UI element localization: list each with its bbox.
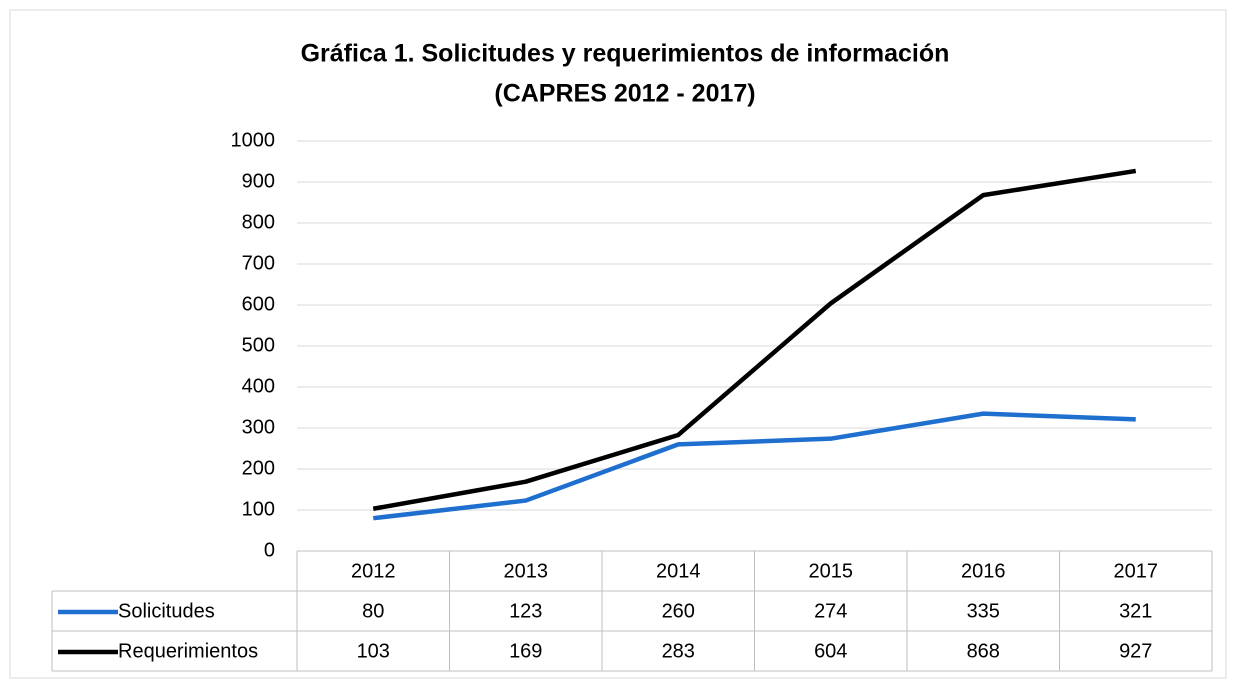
series-line <box>372 411 1136 521</box>
y-tick-label: 500 <box>242 334 275 356</box>
y-tick-label: 0 <box>264 539 275 561</box>
table-value: 123 <box>509 600 542 622</box>
x-tick-label: 2012 <box>351 560 396 582</box>
x-tick-label: 2014 <box>656 560 701 582</box>
x-tick-label: 2016 <box>961 560 1006 582</box>
y-tick-label: 600 <box>242 293 275 315</box>
y-tick-label: 400 <box>242 375 275 397</box>
y-tick-label: 700 <box>242 252 275 274</box>
x-tick-label: 2015 <box>809 560 854 582</box>
chart-border <box>9 9 1227 679</box>
legend-label: Solicitudes <box>118 600 215 622</box>
chart-subtitle: (CAPRES 2012 - 2017) <box>494 80 755 108</box>
table-value: 604 <box>814 640 847 662</box>
table-value: 169 <box>509 640 542 662</box>
x-tick-label: 2013 <box>504 560 549 582</box>
legend-label: Requerimientos <box>118 640 258 662</box>
table-value: 260 <box>662 600 695 622</box>
y-tick-label: 800 <box>242 211 275 233</box>
table-value: 103 <box>357 640 390 662</box>
x-tick-label: 2017 <box>1114 560 1159 582</box>
chart-title: Gráfica 1. Solicitudes y requerimientos … <box>301 40 950 68</box>
table-value: 321 <box>1119 600 1152 622</box>
series-line <box>372 168 1137 511</box>
table-value: 335 <box>967 600 1000 622</box>
table-value: 927 <box>1119 640 1152 662</box>
y-tick-label: 300 <box>242 416 275 438</box>
y-tick-label: 100 <box>242 498 275 520</box>
y-tick-label: 1000 <box>231 129 276 151</box>
y-tick-label: 900 <box>242 170 275 192</box>
table-value: 283 <box>662 640 695 662</box>
table-value: 80 <box>362 600 384 622</box>
table-value: 868 <box>967 640 1000 662</box>
y-tick-label: 200 <box>242 457 275 479</box>
table-value: 274 <box>814 600 847 622</box>
